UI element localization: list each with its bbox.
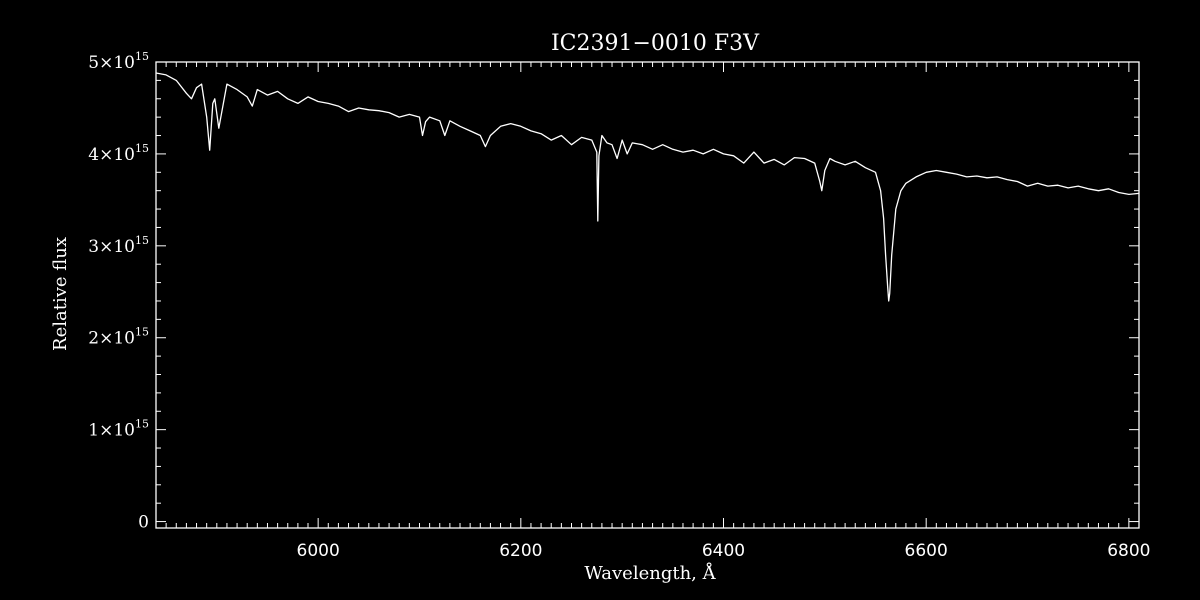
x-axis-label: Wavelength, Å <box>584 562 716 584</box>
y-tick-label: 3×1015 <box>88 234 149 257</box>
axis-tick-labels: 6000 6200 6400 6600 6800 0 1×1015 2×1015 3×1015 4… <box>88 50 1150 561</box>
y-tick-label: 0 <box>138 513 149 533</box>
x-tick-label: 6400 <box>702 541 745 561</box>
axis-ticks <box>156 61 1140 528</box>
x-tick-label: 6600 <box>905 541 948 561</box>
y-tick-label: 5×1015 <box>88 50 149 73</box>
spectrum-series-line <box>155 72 1140 302</box>
y-tick-label: 4×1015 <box>88 142 149 165</box>
x-tick-label: 6200 <box>499 541 542 561</box>
plot-frame <box>155 61 1140 529</box>
y-tick-label: 1×1015 <box>88 418 149 441</box>
y-axis-label: Relative flux <box>50 237 71 351</box>
y-tick-label: 2×1015 <box>88 326 149 349</box>
x-tick-label: 6000 <box>297 541 340 561</box>
x-tick-label: 6800 <box>1107 541 1150 561</box>
chart-title: IC2391−0010 F3V <box>551 31 760 56</box>
